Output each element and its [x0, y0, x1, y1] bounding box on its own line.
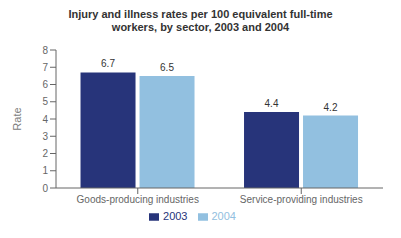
svg-text:8: 8	[42, 45, 48, 56]
svg-text:Goods-producing industries: Goods-producing industries	[77, 194, 199, 205]
svg-text:0: 0	[42, 183, 48, 194]
html-text:2003: 2003	[163, 210, 188, 222]
svg-text:Service-providing industries: Service-providing industries	[240, 194, 363, 205]
svg-text:7: 7	[42, 62, 48, 73]
svg-text:1: 1	[42, 165, 48, 176]
svg-text:6.7: 6.7	[101, 58, 115, 69]
html-text:workers, by sector, 2003 and 2: workers, by sector, 2003 and 2004	[111, 21, 290, 33]
svg-text:6: 6	[42, 79, 48, 90]
svg-text:4.4: 4.4	[265, 98, 279, 109]
html-text:2004: 2004	[211, 210, 236, 222]
svg-text:4.2: 4.2	[324, 102, 338, 113]
svg-text:6.5: 6.5	[160, 62, 174, 73]
svg-text:3: 3	[42, 131, 48, 142]
svg-text:2: 2	[42, 148, 48, 159]
svg-text:5: 5	[42, 96, 48, 107]
svg-text:Rate: Rate	[11, 107, 23, 130]
svg-text:4: 4	[42, 114, 48, 125]
html-text:Injury and illness rates per 1: Injury and illness rates per 100 equival…	[68, 8, 333, 20]
